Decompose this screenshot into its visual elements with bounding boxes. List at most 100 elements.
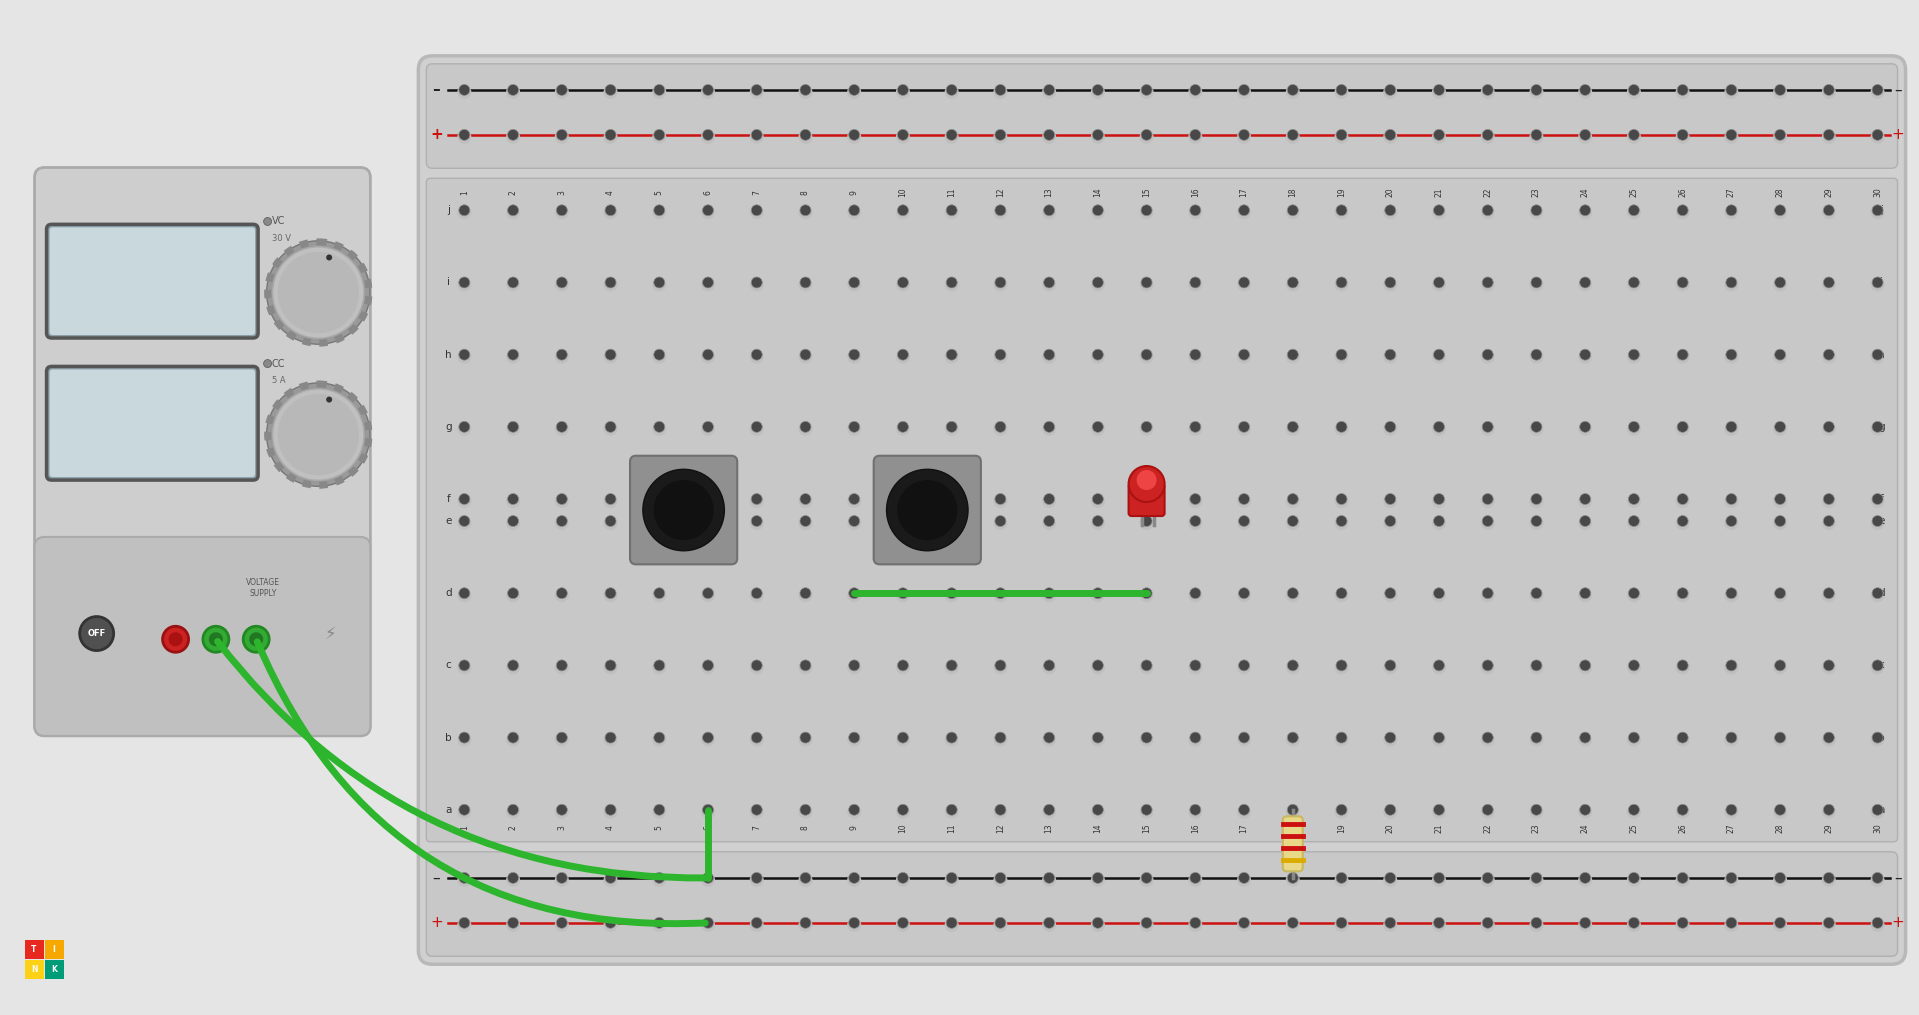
Circle shape bbox=[750, 805, 764, 819]
Circle shape bbox=[994, 661, 1007, 674]
Circle shape bbox=[654, 421, 664, 432]
Circle shape bbox=[459, 277, 470, 288]
Text: 5: 5 bbox=[654, 825, 664, 830]
Circle shape bbox=[702, 129, 714, 140]
Circle shape bbox=[896, 516, 910, 530]
Circle shape bbox=[750, 422, 764, 435]
Circle shape bbox=[700, 661, 716, 674]
Circle shape bbox=[1238, 349, 1251, 363]
Circle shape bbox=[1579, 421, 1591, 432]
Circle shape bbox=[1384, 85, 1397, 98]
Circle shape bbox=[1384, 589, 1397, 602]
Circle shape bbox=[1677, 660, 1689, 671]
Circle shape bbox=[555, 918, 568, 932]
Circle shape bbox=[654, 277, 664, 288]
Circle shape bbox=[1481, 516, 1493, 527]
Circle shape bbox=[798, 733, 812, 747]
Circle shape bbox=[700, 918, 716, 932]
Circle shape bbox=[1238, 85, 1251, 98]
Circle shape bbox=[1577, 873, 1593, 887]
Circle shape bbox=[848, 660, 860, 671]
Circle shape bbox=[1044, 516, 1055, 527]
Circle shape bbox=[702, 205, 714, 216]
Circle shape bbox=[1481, 129, 1493, 140]
Circle shape bbox=[1386, 516, 1395, 527]
Circle shape bbox=[1336, 588, 1347, 599]
Circle shape bbox=[700, 516, 716, 530]
Circle shape bbox=[654, 660, 664, 671]
Circle shape bbox=[944, 733, 960, 747]
Circle shape bbox=[1140, 873, 1153, 887]
Circle shape bbox=[1334, 277, 1349, 291]
Text: 3: 3 bbox=[557, 190, 566, 195]
Circle shape bbox=[1384, 516, 1397, 530]
Circle shape bbox=[800, 588, 812, 599]
Circle shape bbox=[1044, 588, 1055, 599]
Bar bbox=[44, 940, 63, 959]
Circle shape bbox=[1629, 804, 1639, 815]
Circle shape bbox=[1142, 129, 1151, 140]
Circle shape bbox=[750, 918, 762, 929]
Circle shape bbox=[1042, 205, 1055, 219]
Circle shape bbox=[507, 873, 520, 887]
Circle shape bbox=[1675, 873, 1689, 887]
Circle shape bbox=[1579, 732, 1591, 743]
Circle shape bbox=[1873, 493, 1883, 504]
Circle shape bbox=[1336, 516, 1347, 527]
Circle shape bbox=[946, 660, 958, 671]
Circle shape bbox=[507, 732, 518, 743]
Circle shape bbox=[798, 918, 812, 932]
Text: 25: 25 bbox=[1629, 823, 1639, 832]
Circle shape bbox=[1725, 918, 1737, 929]
Circle shape bbox=[1675, 205, 1689, 219]
Circle shape bbox=[846, 494, 862, 509]
Circle shape bbox=[604, 129, 616, 140]
Circle shape bbox=[1871, 733, 1884, 747]
Circle shape bbox=[1677, 493, 1689, 504]
Circle shape bbox=[1725, 422, 1739, 435]
Circle shape bbox=[1579, 349, 1591, 360]
Circle shape bbox=[507, 589, 520, 602]
Circle shape bbox=[654, 804, 664, 815]
Circle shape bbox=[1871, 85, 1884, 98]
Circle shape bbox=[1090, 733, 1105, 747]
Circle shape bbox=[557, 349, 568, 360]
Circle shape bbox=[750, 516, 764, 530]
Circle shape bbox=[800, 660, 812, 671]
Circle shape bbox=[944, 494, 960, 509]
Circle shape bbox=[1675, 85, 1689, 98]
Circle shape bbox=[507, 661, 520, 674]
Circle shape bbox=[1675, 494, 1689, 509]
Circle shape bbox=[1142, 873, 1151, 883]
Circle shape bbox=[1386, 804, 1395, 815]
Circle shape bbox=[994, 205, 1006, 216]
Circle shape bbox=[652, 918, 666, 932]
Circle shape bbox=[750, 588, 762, 599]
Circle shape bbox=[702, 277, 714, 288]
Circle shape bbox=[1531, 804, 1543, 815]
Circle shape bbox=[1238, 493, 1249, 504]
Circle shape bbox=[1725, 277, 1737, 288]
Circle shape bbox=[846, 589, 862, 602]
Circle shape bbox=[1773, 589, 1787, 602]
Text: VC: VC bbox=[272, 216, 286, 226]
Circle shape bbox=[1677, 873, 1689, 883]
Text: OFF: OFF bbox=[88, 629, 106, 638]
Circle shape bbox=[1432, 422, 1447, 435]
Circle shape bbox=[800, 804, 812, 815]
Circle shape bbox=[652, 733, 666, 747]
Circle shape bbox=[278, 252, 359, 333]
Circle shape bbox=[457, 589, 472, 602]
Circle shape bbox=[1821, 494, 1836, 509]
Circle shape bbox=[1481, 422, 1495, 435]
Circle shape bbox=[557, 421, 568, 432]
Circle shape bbox=[507, 85, 520, 98]
Circle shape bbox=[1190, 349, 1201, 360]
Circle shape bbox=[846, 873, 862, 887]
Circle shape bbox=[944, 422, 960, 435]
Text: 8: 8 bbox=[800, 190, 810, 195]
Circle shape bbox=[798, 85, 812, 98]
Circle shape bbox=[1190, 129, 1201, 140]
Circle shape bbox=[798, 277, 812, 291]
Circle shape bbox=[1725, 873, 1737, 883]
